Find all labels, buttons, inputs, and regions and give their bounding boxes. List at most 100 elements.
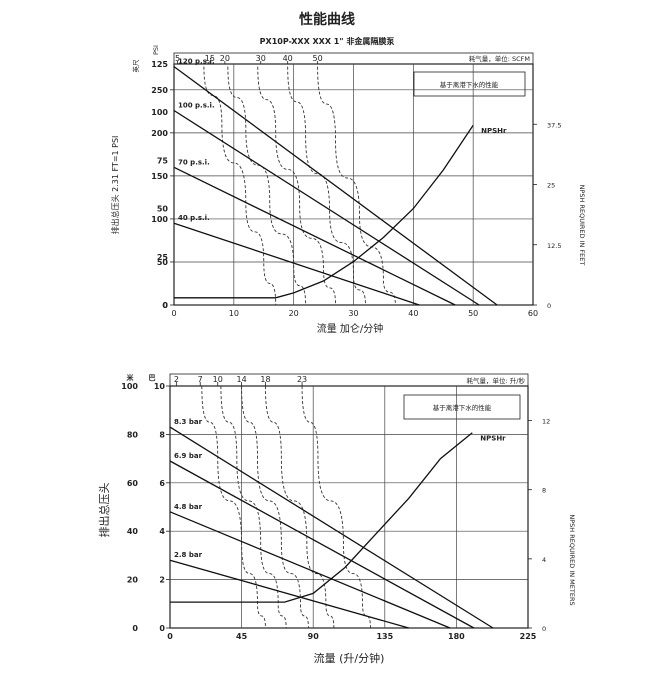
chart-1-x-tick-label: 10 [229,309,239,318]
chart-2-y-tick-label: 60 [127,479,139,488]
chart-1-y-tick-label: 250 [151,86,168,95]
chart-2-air-curve [201,385,266,629]
chart-1-air-label: 耗气量，单位: SCFM [469,54,530,63]
chart-2-air-tick-label: 23 [297,375,307,384]
chart-1-air-tick-label: 30 [256,54,266,63]
chart-1-air-curve [257,66,336,306]
chart-2-xlabel: 流量 (升/分钟) [314,651,385,665]
chart-1-series-line [173,166,456,306]
chart-1-x-tick-label: 60 [528,309,538,318]
chart-1-series-label: 120 p.s.i. [178,58,215,66]
chart-2-yr-tick-label: 8 [542,487,546,495]
chart-1-psi-tick-label: 50 [157,205,169,214]
chart-2-air-label: 耗气量，单位: 升/秒 [467,376,526,385]
chart-2-x-tick-label: 135 [376,632,393,641]
chart-1-yr-tick-label: 0 [547,302,551,310]
chart-1-psi-tick-label: 25 [157,253,169,262]
chart-2-y-tick-label: 40 [127,527,139,536]
chart-1-xlabel: 流量 加仑/分钟 [317,322,384,335]
chart-1-ylabel-right: NPSH REQUIRED IN FEET [578,185,586,266]
chart-2-series-line [170,432,473,603]
chart-2-x-tick-label: 45 [236,632,248,641]
chart-2-yr-tick-label: 4 [542,556,546,564]
chart-2-series-label: 6.9 bar [174,452,203,460]
page-title: 性能曲线 [299,11,355,28]
chart-1-y-tick-label: 50 [157,258,169,267]
chart-1-y-tick-label: 200 [151,129,168,138]
chart-2-series-line [169,460,475,629]
chart-2-y2-tick-label: 4 [159,527,165,536]
chart-1-series-label: 40 p.s.i. [178,214,210,222]
chart-1-note: 基于离港下水的性能 [440,80,499,89]
chart-2-y-tick-label: 20 [127,576,139,585]
chart-2-yr-tick-label: 12 [542,418,550,426]
chart-1-psi-tick-label: 75 [157,156,169,165]
chart-1-air-tick-label: 15 [205,54,215,63]
chart-2-air-curve [220,385,287,629]
chart-1-x-tick-label: 20 [289,309,299,318]
chart-2-ylabel-unit-b: 巴 [149,374,156,382]
chart-2-series-label: NPSHr [480,435,506,443]
chart-1-series-label: 100 p.s.i. [178,101,215,109]
chart-1-series-line [173,109,480,306]
chart-1-title: PX10P-XXX XXX 1" 非金属隔膜泵 [260,36,395,46]
chart-2-series-label: 8.3 bar [174,418,203,426]
chart-2-air-curve [265,385,335,629]
chart-1-series-label: 70 p.s.i. [178,158,210,166]
chart-1-air-tick-label: 5 [175,54,180,63]
chart-2-x-tick-label: 90 [308,632,320,641]
chart-2-series-label: 2.8 bar [174,551,203,559]
chart-2-series-line [169,559,409,629]
chart-1-y-tick-label: 100 [151,215,168,224]
chart-1-x-tick-label: 30 [348,309,358,318]
chart-2-x-tick-label: 0 [167,632,173,641]
chart-2-series-line [169,426,494,629]
chart-1-x-tick-label: 50 [468,309,478,318]
chart-1-air-tick-label: 50 [313,54,323,63]
chart-1-air-curve [203,66,277,306]
chart-1-y-tick-label: 150 [151,172,168,181]
chart-2-air-tick-label: 10 [213,375,223,384]
chart-1-series-line [174,124,474,299]
chart-1-ylabel-left: 排出总压头 2.31 FT=1 PSI [110,136,120,235]
chart-1-x-tick-label: 0 [171,309,176,318]
chart-2-y2-tick-label: 0 [159,624,165,633]
chart-1-yr-tick-label: 12.5 [547,242,561,250]
chart-1-psi-tick-label: 0 [162,301,168,310]
chart-1-air-curve [227,66,307,306]
chart-1-yr-tick-label: 25 [547,182,555,190]
chart-2-note: 基于离港下水的性能 [433,403,492,412]
chart-2-y-tick-label: 100 [121,382,138,391]
chart-2-air-tick-label: 2 [174,375,179,384]
chart-2-x-tick-label: 180 [448,632,465,641]
chart-2-air-curve [241,385,309,629]
chart-1-yr-tick-label: 37.5 [547,121,561,129]
chart-1-series-label: NPSHr [481,127,507,135]
chart-2-air-tick-label: 7 [198,375,203,384]
chart-2-series-line [169,511,451,629]
chart-2-ylabel-right: NPSH REQUIRED IN METERS [568,514,576,605]
chart-2-y2-tick-label: 8 [159,430,165,439]
chart-2-y2-tick-label: 10 [154,382,166,391]
chart-2-frame [169,385,529,629]
chart-1-series-line [173,66,498,306]
chart-2-air-band [169,373,529,387]
chart-2-yr-tick-label: 0 [542,625,546,633]
chart-1-ylabel-unit-a: 英尺 [131,59,140,73]
chart-1-psi-tick-label: 125 [151,60,168,69]
chart-1-ylabel-unit-b: PSI [152,45,160,55]
chart-1: PX10P-XXX XXX 1" 非金属隔膜泵 耗气量，单位: SCFM 基于离… [110,36,586,335]
chart-2-ylabel-unit-a: 米 [126,373,135,382]
chart-2-x-tick-label: 225 [520,632,537,641]
chart-2-series-label: 4.8 bar [174,503,203,511]
chart-2-y2-tick-label: 6 [159,479,165,488]
chart-2-air-tick-label: 14 [237,375,247,384]
chart-1-y-tick-label: 0 [162,301,168,310]
chart-1-air-tick-label: 20 [220,54,230,63]
chart-1-psi-tick-label: 100 [151,108,168,117]
chart-1-air-curve [317,66,396,306]
chart-1-x-tick-label: 40 [408,309,418,318]
chart-2-air-tick-label: 18 [260,375,270,384]
